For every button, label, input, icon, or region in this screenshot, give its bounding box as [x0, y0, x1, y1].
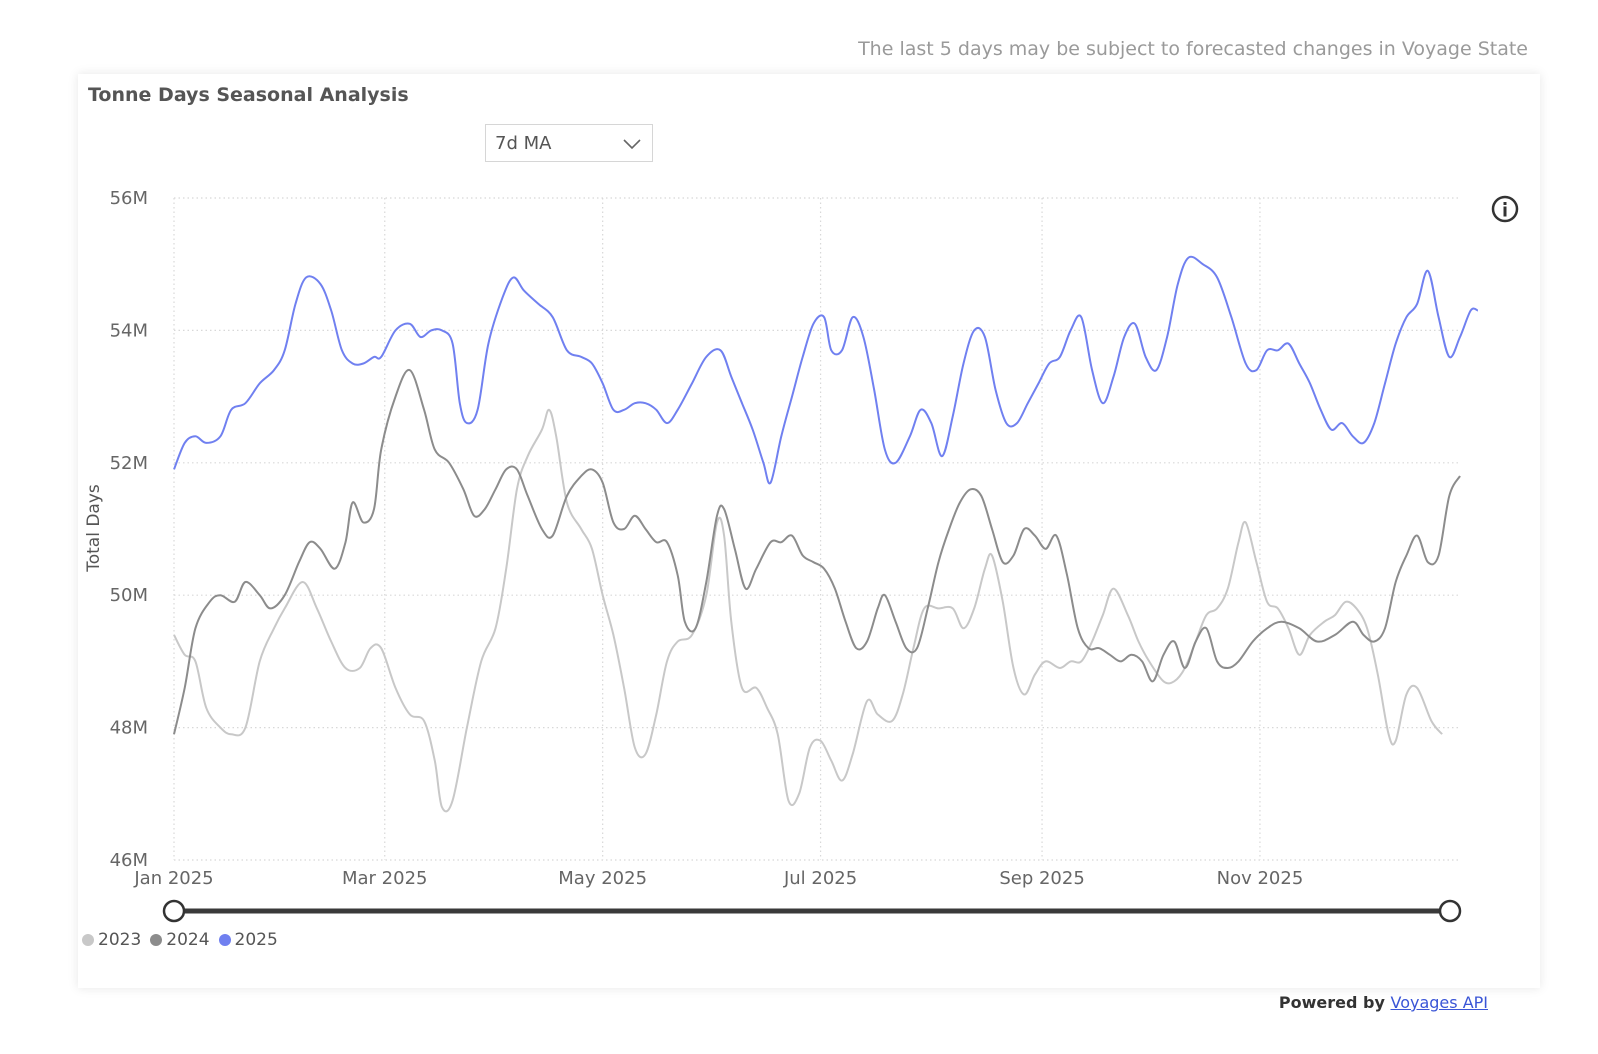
slider-end-handle[interactable]	[1438, 899, 1462, 923]
legend-label-2023: 2023	[98, 930, 142, 950]
series-line-2024[interactable]	[173, 369, 1461, 735]
footer-prefix: Powered by	[1278, 993, 1385, 1012]
x-tick-label: Sep 2025	[999, 868, 1084, 889]
legend-item-2024[interactable]: 2024	[150, 930, 210, 950]
info-icon[interactable]	[1490, 194, 1520, 228]
x-tick-label: Mar 2025	[342, 868, 428, 889]
dropdown-value: 7d MA	[495, 133, 552, 154]
x-tick-label: Jul 2025	[783, 868, 857, 889]
range-slider[interactable]	[162, 899, 1462, 923]
y-tick-label: 50M	[110, 585, 148, 606]
chevron-down-icon	[622, 134, 642, 159]
footer-credit: Powered by Voyages API	[1279, 993, 1488, 1012]
x-tick-label: May 2025	[558, 868, 647, 889]
legend-item-2025[interactable]: 2025	[218, 930, 278, 950]
legend-dot-2023	[82, 934, 94, 946]
legend-dot-2025	[218, 934, 231, 946]
series-line-2025[interactable]	[173, 255, 1479, 485]
y-axis-label: Total Days	[84, 484, 104, 573]
chart-title: Tonne Days Seasonal Analysis	[88, 84, 409, 106]
chart-legend: 2023 2024 2025	[82, 930, 287, 950]
voyages-api-link[interactable]: Voyages API	[1390, 993, 1489, 1012]
y-tick-label: 54M	[110, 320, 148, 341]
y-tick-label: 46M	[110, 850, 148, 871]
y-tick-label: 56M	[110, 188, 148, 209]
legend-item-2023[interactable]: 2023	[82, 930, 141, 950]
legend-label-2025: 2025	[234, 930, 278, 950]
slider-start-handle[interactable]	[162, 899, 186, 923]
forecast-notice: The last 5 days may be subject to foreca…	[858, 38, 1528, 60]
chart-card: Tonne Days Seasonal Analysis 7d MA 56M 54…	[78, 74, 1540, 988]
series-line-2023[interactable]	[173, 408, 1443, 813]
y-tick-label: 48M	[110, 718, 148, 739]
x-tick-label: Nov 2025	[1217, 868, 1304, 889]
legend-dot-2024	[150, 934, 163, 946]
y-tick-label: 52M	[110, 453, 148, 474]
legend-label-2024: 2024	[166, 930, 210, 950]
moving-average-dropdown[interactable]: 7d MA	[485, 124, 653, 162]
x-tick-label: Jan 2025	[133, 868, 213, 889]
